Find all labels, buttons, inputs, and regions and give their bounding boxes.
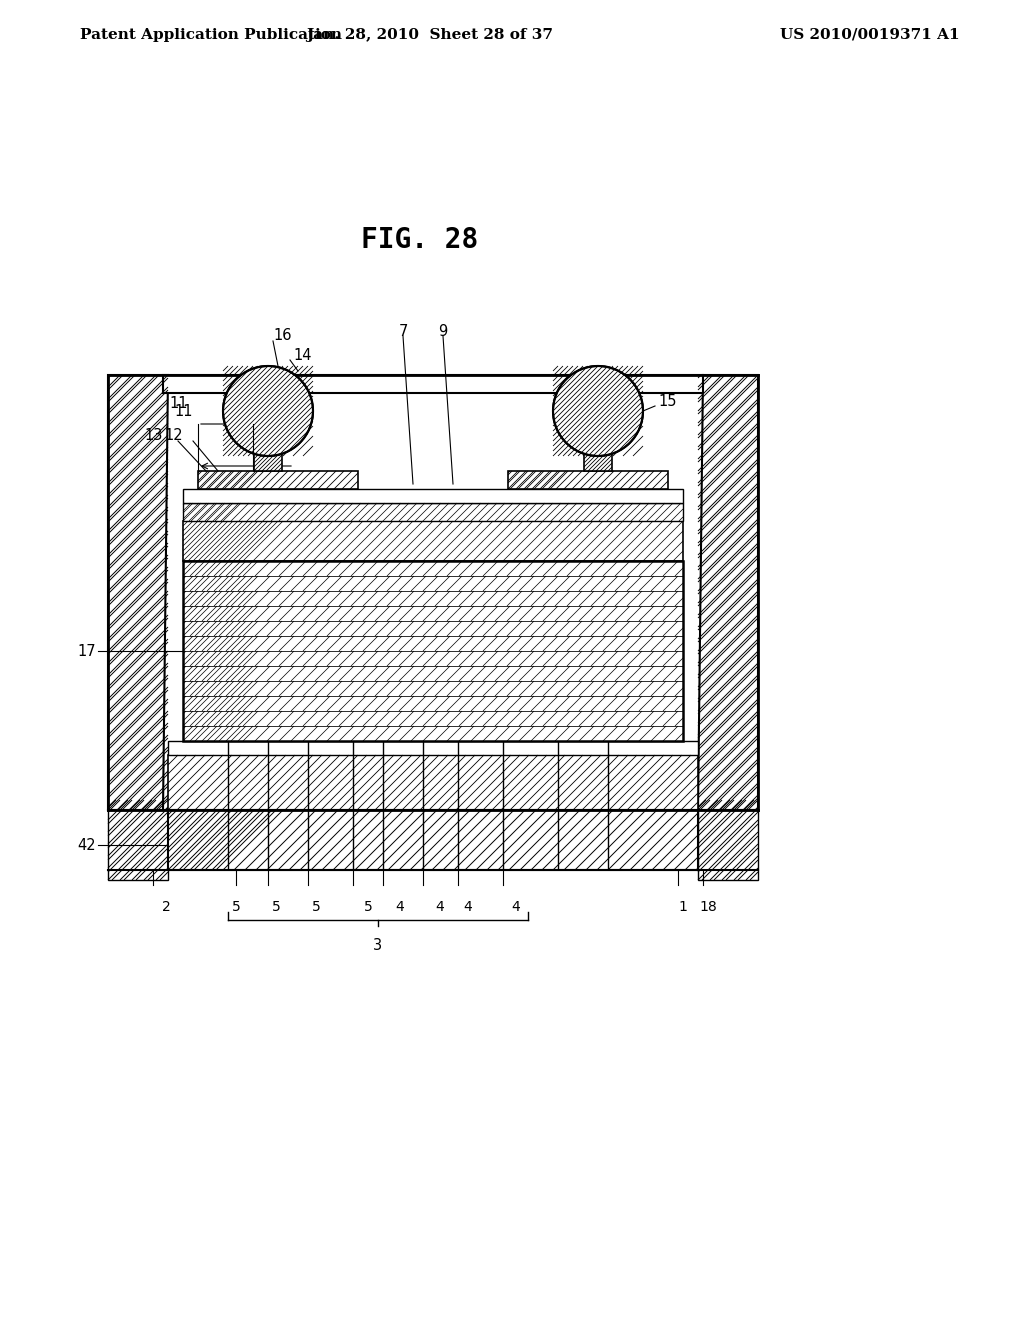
Text: US 2010/0019371 A1: US 2010/0019371 A1 (780, 28, 959, 42)
Polygon shape (108, 375, 168, 810)
Text: 4: 4 (464, 900, 472, 913)
Bar (168, 810, 698, 870)
Text: 1: 1 (679, 900, 687, 913)
Text: 4: 4 (395, 900, 404, 913)
Text: 18: 18 (699, 900, 717, 913)
Bar (183, 576, 683, 591)
Text: 7: 7 (398, 323, 408, 338)
Bar (183, 620, 683, 636)
Bar (168, 755, 698, 810)
Bar (183, 651, 683, 667)
Text: 5: 5 (231, 900, 241, 913)
Text: 42: 42 (78, 837, 96, 853)
Bar (183, 696, 683, 711)
Text: 5: 5 (311, 900, 321, 913)
Text: 11: 11 (170, 396, 188, 411)
Bar (198, 471, 358, 488)
Text: 12: 12 (165, 429, 183, 444)
Text: 5: 5 (364, 900, 373, 913)
Bar (508, 471, 668, 488)
Bar (183, 681, 683, 696)
Bar (183, 561, 683, 576)
Circle shape (223, 366, 313, 455)
Text: 15: 15 (658, 393, 677, 408)
Text: 13: 13 (144, 429, 163, 444)
Text: Jan. 28, 2010  Sheet 28 of 37: Jan. 28, 2010 Sheet 28 of 37 (306, 28, 554, 42)
Bar (183, 606, 683, 620)
Text: 9: 9 (438, 323, 447, 338)
Bar (183, 711, 683, 726)
Text: 3: 3 (374, 939, 383, 953)
Bar (698, 810, 758, 880)
Bar (584, 451, 612, 471)
Text: 14: 14 (293, 348, 311, 363)
Text: 5: 5 (271, 900, 281, 913)
Circle shape (553, 366, 643, 455)
Text: 16: 16 (273, 329, 292, 343)
Bar (168, 741, 698, 755)
Text: 4: 4 (435, 900, 444, 913)
Bar (183, 488, 683, 503)
Bar (183, 591, 683, 606)
Bar (183, 667, 683, 681)
Bar (254, 451, 282, 471)
Bar (183, 726, 683, 741)
Polygon shape (698, 375, 758, 810)
Text: Patent Application Publication: Patent Application Publication (80, 28, 342, 42)
Bar (163, 375, 703, 393)
Bar (183, 636, 683, 651)
Text: 11: 11 (174, 404, 193, 420)
Bar (183, 521, 683, 561)
Text: 4: 4 (512, 900, 520, 913)
Text: FIG. 28: FIG. 28 (361, 226, 478, 253)
Text: 17: 17 (78, 644, 96, 659)
Bar (108, 810, 168, 880)
Text: 2: 2 (162, 900, 170, 913)
Bar (183, 503, 683, 521)
Bar (183, 561, 683, 741)
